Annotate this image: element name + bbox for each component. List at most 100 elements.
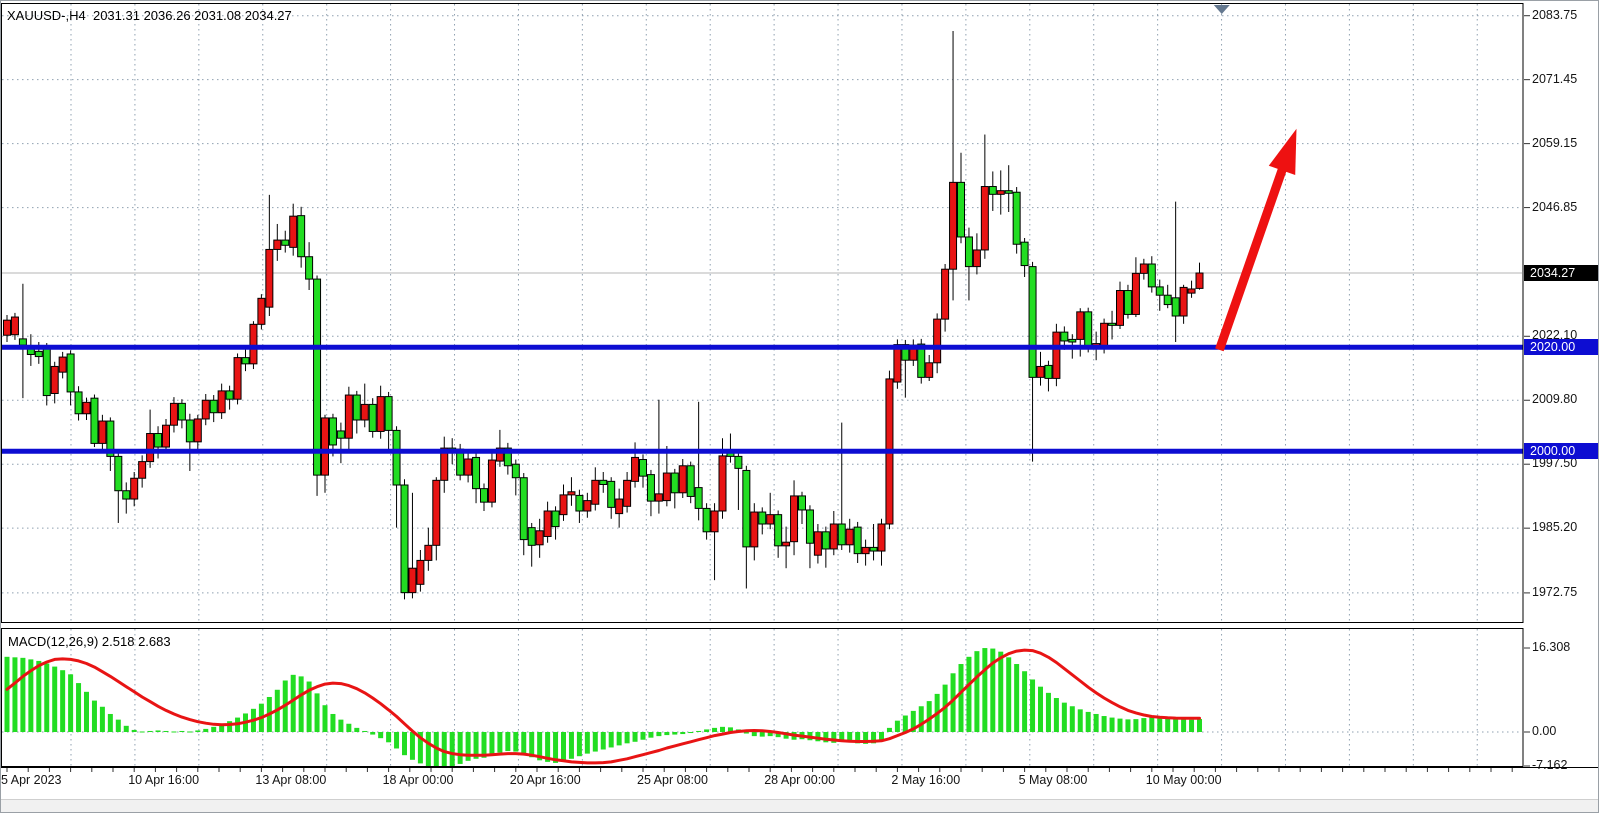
level-price-box[interactable]: 2020.00 [1524, 339, 1598, 356]
candle-body [782, 541, 791, 547]
macd-tick-label: 0.00 [1532, 724, 1557, 738]
macd-bar [1133, 719, 1139, 732]
macd-bar [203, 728, 209, 732]
current-price-box: 2034.27 [1524, 265, 1598, 281]
price-tick-label: 2083.75 [1532, 7, 1578, 22]
macd-bar [886, 727, 892, 732]
macd-bar [60, 670, 66, 732]
trend-arrow[interactable] [1215, 128, 1297, 352]
candle-body [440, 447, 449, 481]
time-tick-label: 18 Apr 00:00 [382, 773, 454, 787]
candle-body [162, 424, 170, 448]
time-tick-label: 5 Apr 2023 [1, 773, 62, 787]
bottom-strip [1, 799, 1598, 812]
macd-bar [362, 730, 368, 732]
macd-bar [28, 659, 34, 732]
candle-body [58, 356, 67, 373]
macd-bar [823, 732, 829, 743]
candle-body [209, 399, 218, 414]
candle-body [193, 418, 202, 443]
macd-bar [894, 720, 900, 732]
candle-body [1004, 190, 1013, 194]
candle-body [432, 479, 441, 546]
macd-bar [545, 732, 551, 762]
candle-body [631, 456, 640, 482]
candle-body [114, 455, 123, 492]
level-price-box[interactable]: 2000.00 [1524, 443, 1598, 460]
price-tick-label: 1972.75 [1532, 584, 1578, 599]
candle-body [742, 469, 751, 548]
macd-bar [354, 727, 360, 732]
macd-bar [696, 730, 702, 732]
candle-body [1147, 263, 1156, 288]
candle-body [201, 399, 210, 420]
candle-body [583, 500, 592, 512]
macd-bar [743, 732, 749, 734]
macd-bar [4, 656, 10, 732]
candle-body [941, 268, 950, 320]
macd-bar [338, 719, 344, 732]
macd-bar [44, 663, 50, 732]
macd-bar [394, 732, 400, 749]
candle-body [146, 433, 155, 463]
candle-body [821, 531, 830, 550]
candle-body [289, 215, 298, 248]
candle-body [607, 480, 616, 508]
macd-bar [298, 676, 304, 732]
candle-body [1163, 294, 1172, 306]
macd-bar [1165, 718, 1171, 732]
macd-bar [1085, 711, 1091, 732]
candle-body [376, 396, 385, 432]
macd-bar [974, 651, 980, 732]
candle-body [559, 494, 568, 516]
candle-body [980, 186, 989, 251]
candle-body [527, 527, 536, 546]
candle-body [1052, 331, 1061, 379]
candle-body [845, 528, 854, 546]
candle-body [798, 495, 806, 511]
macd-bar [998, 651, 1004, 732]
macd-bar [783, 732, 789, 739]
candle-body [599, 479, 608, 485]
candle-body [988, 186, 997, 195]
candle-body [408, 567, 417, 594]
candle-body [3, 319, 11, 336]
macd-bar [592, 732, 598, 752]
candle-body [424, 544, 433, 561]
candle-body [1116, 290, 1124, 326]
candle-body [678, 465, 687, 494]
macd-indicator-label: MACD(12,26,9) 2.518 2.683 [8, 634, 171, 649]
candle-body [933, 318, 942, 364]
macd-bar [910, 710, 916, 732]
candle-body [1012, 191, 1021, 245]
macd-bar [1125, 719, 1131, 732]
macd-bar [640, 732, 646, 740]
candle-body [130, 477, 139, 500]
macd-bar [656, 732, 662, 737]
macd-bar [1149, 717, 1155, 732]
macd-bar [1157, 717, 1163, 732]
macd-bar [378, 732, 384, 739]
candle-body [18, 338, 27, 346]
candle-body [750, 511, 759, 548]
macd-bar [139, 731, 145, 733]
macd-bar [847, 732, 853, 743]
macd-bar [871, 732, 877, 744]
candle-body [551, 510, 560, 528]
time-tick-label: 25 Apr 08:00 [637, 773, 708, 787]
candle-body [400, 484, 409, 594]
candle-body [384, 396, 393, 431]
candle-body [66, 353, 75, 393]
candle-body [925, 362, 934, 378]
candle-body [472, 456, 481, 490]
macd-bar [1173, 718, 1179, 732]
candle-body [313, 278, 322, 476]
macd-bar [521, 732, 527, 755]
time-tick-label: 10 Apr 16:00 [128, 773, 200, 787]
macd-bar [409, 732, 415, 760]
candle-body [1020, 241, 1029, 267]
candle-body [257, 297, 266, 325]
macd-bar [1117, 718, 1123, 732]
